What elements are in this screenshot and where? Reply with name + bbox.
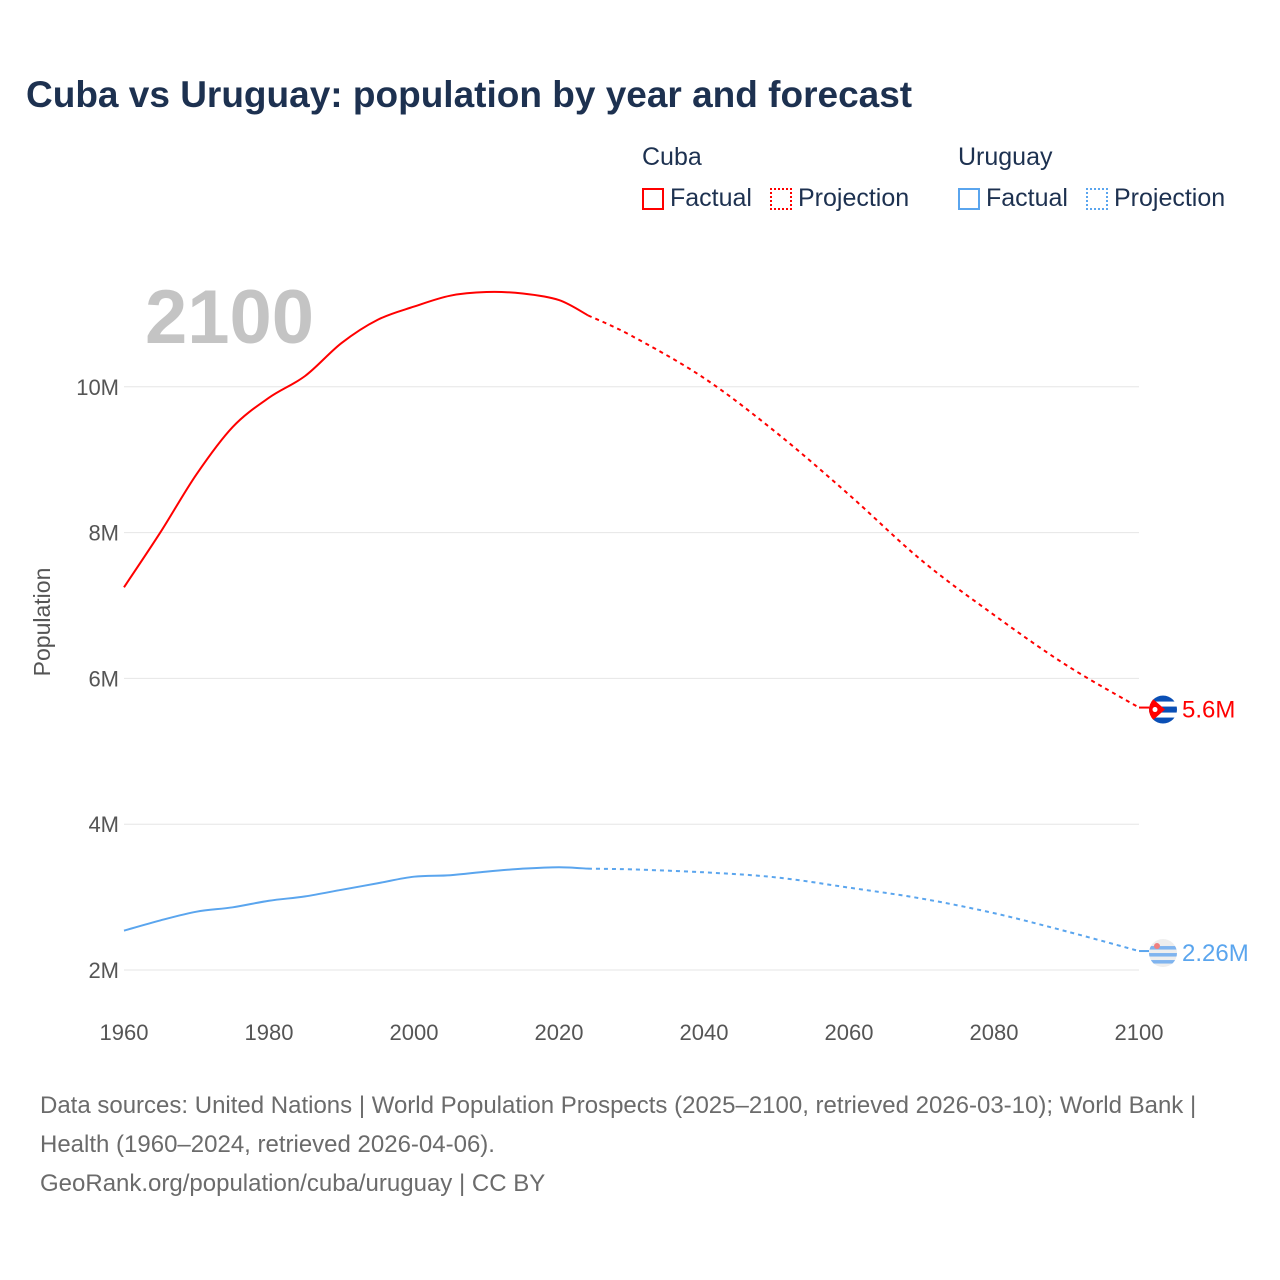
x-tick-label: 2100 (1115, 1020, 1164, 1045)
y-tick-label: 6M (88, 666, 119, 691)
y-tick-label: 4M (88, 812, 119, 837)
credit-link[interactable]: GeoRank.org/population/cuba/uruguay | CC… (40, 1170, 546, 1197)
footer: Data sources: United Nations | World Pop… (40, 1086, 1240, 1203)
x-tick-label: 2040 (680, 1020, 729, 1045)
y-tick-label: 8M (88, 521, 119, 546)
data-sources: Data sources: United Nations | World Pop… (40, 1092, 1197, 1158)
legend-label: Factual (986, 184, 1068, 212)
x-tick-label: 2020 (535, 1020, 584, 1045)
solid-swatch-icon (642, 187, 664, 210)
legend-label: Projection (1113, 184, 1226, 212)
chart-title: Cuba vs Uruguay: population by year and … (26, 74, 913, 115)
legend-label: Factual (670, 184, 752, 212)
cuba-factual-line (123, 290, 589, 588)
x-tick-label: 2080 (970, 1020, 1019, 1045)
cuba-end-value-label: 5.6M (1182, 697, 1235, 724)
solid-swatch-icon (958, 187, 980, 210)
legend-cuba-projection[interactable]: Projection (769, 184, 910, 213)
y-tick-label: 10M (76, 375, 119, 400)
y-axis-label: Population (29, 568, 55, 677)
dotted-swatch-icon (1085, 187, 1108, 210)
dotted-swatch-icon (769, 187, 792, 210)
x-tick-label: 2000 (390, 1020, 439, 1045)
legend-cuba-factual[interactable]: Factual (642, 184, 752, 213)
legend-title-uruguay: Uruguay (958, 143, 1053, 171)
uruguay-flag-icon (1149, 939, 1177, 968)
legend-uruguay-projection[interactable]: Projection (1085, 184, 1226, 213)
x-tick-label: 1980 (245, 1020, 294, 1045)
legend-title-cuba: Cuba (642, 143, 702, 171)
uruguay-end-value-label: 2.26M (1182, 940, 1249, 967)
legend-uruguay-factual[interactable]: Factual (958, 184, 1068, 213)
x-tick-label: 1960 (100, 1020, 149, 1045)
uruguay-factual-line (123, 866, 589, 932)
legend-label: Projection (797, 184, 910, 212)
year-label: 2100 (145, 275, 314, 360)
legend-cuba: Cuba Factual Projection (642, 143, 909, 213)
y-tick-label: 2M (88, 958, 119, 983)
x-tick-label: 2060 (825, 1020, 874, 1045)
uruguay-projection-line (587, 867, 1140, 953)
legend-uruguay: Uruguay Factual Projection (958, 143, 1225, 213)
cuba-flag-icon (1149, 695, 1177, 724)
cuba-projection-line (587, 314, 1140, 709)
